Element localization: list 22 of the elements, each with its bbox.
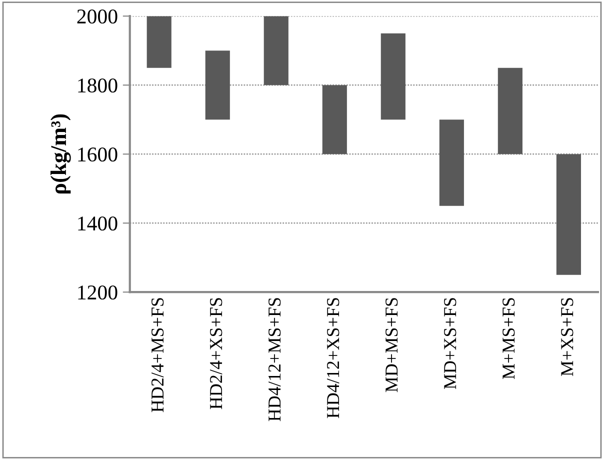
x-tick-label: MD+XS+FS xyxy=(444,298,456,390)
x-tick-label: M+MS+FS xyxy=(502,298,515,380)
bar xyxy=(498,68,522,154)
y-tick-label: 1800 xyxy=(78,78,118,93)
y-axis-title: ρ(kg/m³) xyxy=(50,114,71,194)
y-tick-label: 1200 xyxy=(78,285,118,300)
x-tick-label: HD2/4+XS+FS xyxy=(210,298,222,410)
y-tick-label: 1400 xyxy=(78,216,118,231)
x-tick-label: M+XS+FS xyxy=(561,298,574,376)
x-tick-label: HD4/12+MS+FS xyxy=(268,298,281,422)
bar xyxy=(264,16,288,86)
bar xyxy=(205,50,230,120)
bar xyxy=(556,154,581,275)
bar xyxy=(146,16,172,68)
y-tick-label: 1600 xyxy=(78,147,118,162)
bar xyxy=(322,85,347,154)
x-tick-label: HD4/12+XS+FS xyxy=(327,298,340,418)
y-tick-label: 2000 xyxy=(77,9,118,24)
bar xyxy=(439,120,464,206)
x-tick-label: MD+MS+FS xyxy=(386,298,398,392)
bar xyxy=(380,33,406,120)
x-tick-label: HD2/4+MS+FS xyxy=(152,298,164,412)
